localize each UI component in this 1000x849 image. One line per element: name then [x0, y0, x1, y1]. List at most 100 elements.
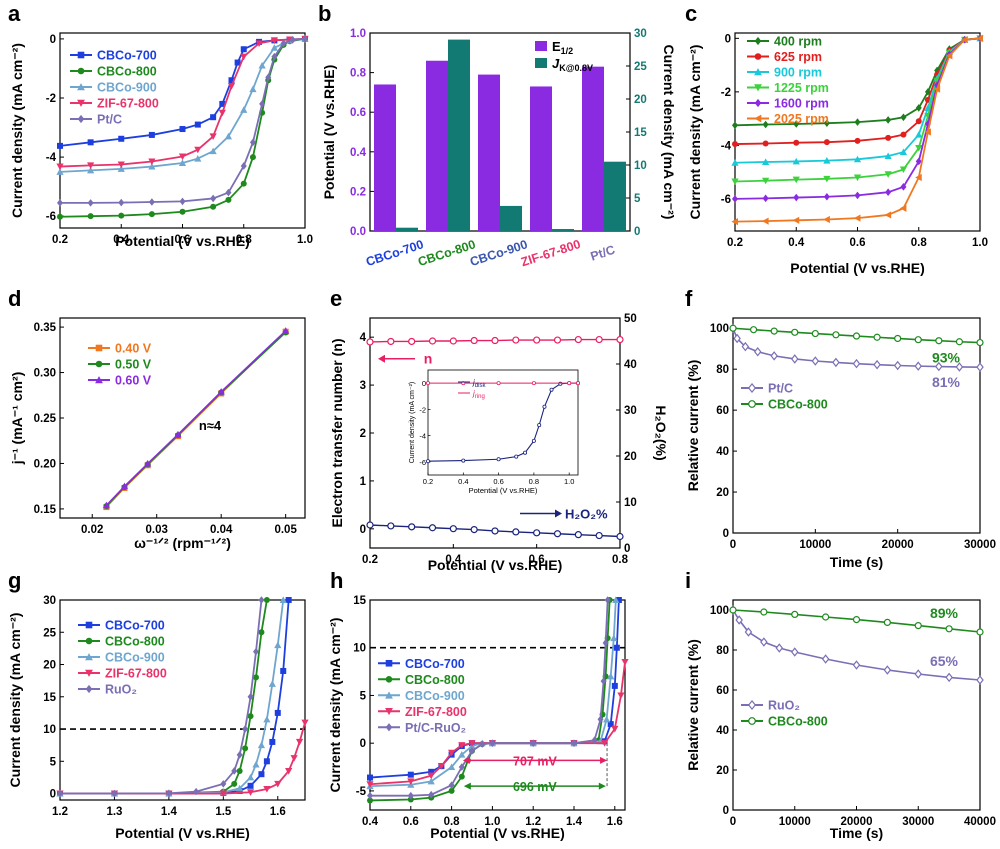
data-point — [280, 667, 287, 674]
data-point — [822, 613, 830, 621]
x-tick-label: 1.2 — [525, 816, 541, 828]
legend-label: CBCo-700 — [97, 49, 157, 63]
y-tick-label: 60 — [716, 405, 729, 417]
data-point — [899, 166, 908, 174]
data-point — [945, 672, 953, 683]
data-point — [56, 168, 64, 175]
data-point — [915, 131, 923, 138]
inset-y-tick-label: -2 — [419, 405, 426, 414]
legend-marker — [748, 717, 756, 725]
legend-label: RuO₂ — [105, 683, 137, 697]
data-point — [102, 501, 111, 509]
data-point — [762, 217, 769, 225]
data-point — [853, 214, 861, 222]
arrow-n-head — [378, 354, 385, 363]
data-point — [274, 641, 282, 649]
x-tick-label: 0.04 — [210, 524, 233, 536]
data-point — [367, 797, 373, 804]
series-line — [105, 330, 287, 506]
y-tick-label: 0.6 — [350, 107, 366, 119]
data-point — [87, 166, 95, 174]
plot-frame — [732, 317, 981, 534]
data-point — [408, 337, 416, 346]
data-point — [148, 162, 156, 170]
legend-marker — [95, 376, 103, 384]
data-point — [217, 388, 225, 395]
data-point — [732, 121, 738, 130]
data-point — [976, 338, 984, 347]
data-point — [428, 337, 437, 345]
data-point — [118, 135, 125, 142]
data-point — [915, 104, 922, 112]
annotation-text: 93% — [932, 350, 961, 366]
x-tick-label: 0.6 — [850, 237, 866, 249]
x-axis-label: Potential (V vs.RHE) — [115, 233, 250, 249]
panel-letter: i — [685, 568, 691, 593]
y-tick-label: 0 — [360, 738, 366, 750]
data-point — [407, 778, 415, 785]
data-point — [601, 740, 609, 747]
legend-marker — [85, 669, 93, 677]
legend-label: 1225 rpm — [774, 81, 829, 95]
data-point — [57, 213, 63, 220]
data-point — [615, 597, 622, 603]
data-point — [741, 341, 750, 352]
data-point — [793, 139, 800, 146]
data-point — [225, 188, 232, 197]
data-point — [210, 114, 217, 121]
data-point — [468, 740, 476, 747]
inset-x-tick-label: 0.2 — [423, 477, 433, 486]
data-point — [900, 183, 907, 191]
data-point — [470, 336, 478, 345]
x-tick-label: 1.0 — [972, 237, 988, 249]
bar-e-half — [530, 86, 552, 232]
data-point — [760, 637, 768, 647]
data-point — [224, 132, 233, 140]
data-point — [57, 142, 63, 149]
legend-label: 625 rpm — [774, 50, 822, 64]
data-point — [228, 77, 235, 84]
legend-label: CBCo-900 — [405, 689, 465, 703]
y-tick-label: 0.20 — [34, 458, 56, 470]
inset-frame — [427, 369, 579, 476]
data-point — [602, 639, 609, 647]
data-point — [428, 790, 435, 799]
data-point — [489, 739, 496, 747]
dimension-arrowhead — [463, 782, 471, 790]
category-label: ZIF-67-800 — [519, 237, 582, 269]
x-tick-label: 1.4 — [161, 806, 178, 818]
data-point — [117, 161, 125, 169]
legend-marker — [77, 99, 85, 107]
data-point — [246, 773, 255, 781]
y-tick-label: 15 — [43, 692, 56, 704]
x-axis-label: Potential (V vs.RHE) — [115, 825, 250, 841]
annotation-text: n≈4 — [199, 418, 222, 433]
data-point — [249, 138, 256, 147]
data-point — [240, 162, 247, 170]
data-point — [852, 358, 861, 369]
data-point — [179, 197, 186, 206]
data-point — [884, 211, 892, 219]
y-axis-label: Electron transfer number (n) — [329, 338, 345, 527]
dimension-arrowhead — [462, 756, 470, 764]
data-point — [853, 155, 862, 163]
legend-label: ZIF-67-800 — [97, 97, 159, 111]
panel-h: h 0.4 0.6 0.8 1.0 1.2 1.4 1.6 -5 0 5 10 15 CBCo-700 CB… — [327, 568, 629, 841]
legend-marker — [95, 344, 103, 352]
data-point — [448, 749, 456, 757]
data-point — [231, 767, 238, 775]
data-point — [915, 118, 922, 125]
data-point — [791, 610, 799, 619]
x-tick-label: 0.2 — [727, 237, 743, 249]
legend-label: CBCo-900 — [97, 81, 157, 95]
data-point — [853, 174, 862, 182]
data-point — [178, 153, 187, 161]
data-point — [512, 528, 520, 536]
x-tick-label: 0.4 — [788, 237, 805, 249]
data-point — [220, 780, 227, 788]
inset-y-tick-label: 0 — [422, 379, 426, 388]
data-point — [56, 163, 64, 171]
data-point — [607, 721, 614, 728]
data-point — [247, 782, 254, 789]
